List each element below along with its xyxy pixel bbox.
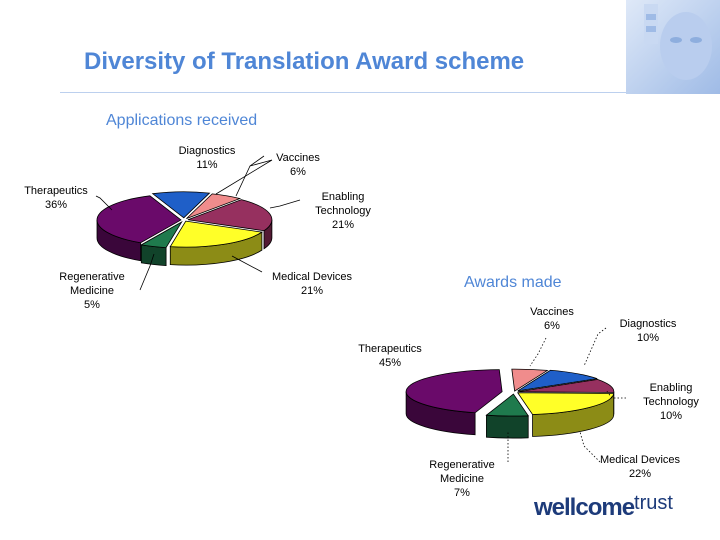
pie-applications xyxy=(96,191,273,267)
slice-side-regenerative-medicine xyxy=(486,414,529,439)
award-label-regenerative-medicine: Regenerative Medicine 7% xyxy=(429,459,495,499)
slice-vaccines xyxy=(186,193,242,220)
leader-line xyxy=(269,199,301,209)
slice-diagnostics xyxy=(517,369,598,392)
slice-regenerative-medicine xyxy=(485,393,529,417)
pie-awards xyxy=(405,368,615,439)
leader-line xyxy=(583,327,607,367)
chart-title-applications: Applications received xyxy=(106,112,258,129)
slice-label-vaccines: Vaccines 6% xyxy=(276,152,320,178)
leader-line xyxy=(529,337,547,367)
slice-therapeutics xyxy=(405,369,503,414)
slice-label-therapeutics: Therapeutics 36% xyxy=(24,185,88,211)
leader-line xyxy=(579,431,601,463)
award-label-medical-devices: Medical Devices 22% xyxy=(599,454,681,480)
leader-line xyxy=(139,253,155,291)
title-divider xyxy=(60,92,628,93)
header-photo-image xyxy=(626,0,720,94)
leader-lines xyxy=(95,155,626,463)
slice-therapeutics xyxy=(96,195,182,244)
slice-label-diagnostics: Diagnostics 11% xyxy=(178,145,236,171)
award-label-vaccines: Vaccines 6% xyxy=(530,306,574,332)
slice-label-medical-devices: Medical Devices 21% xyxy=(271,271,353,297)
slice-medical-devices xyxy=(169,220,264,248)
award-label-enabling-technology: Enabling Technology 10% xyxy=(643,382,699,422)
slice-vaccines xyxy=(511,368,549,392)
slice-label-enabling-technology: Enabling Technology 21% xyxy=(315,191,371,231)
leader-line xyxy=(605,389,626,399)
chart-title-awards: Awards made xyxy=(464,274,562,291)
slice-diagnostics xyxy=(151,191,211,219)
slice-regenerative-medicine xyxy=(140,220,183,249)
slice-enabling-technology xyxy=(187,199,273,232)
wellcome-trust-logo: wellcometrust xyxy=(534,492,673,521)
leader-line xyxy=(95,195,113,211)
slice-enabling-technology xyxy=(517,379,615,393)
slice-medical-devices xyxy=(516,392,615,415)
award-label-therapeutics: Therapeutics 45% xyxy=(358,343,422,369)
leader-line xyxy=(215,159,273,195)
page-title: Diversity of Translation Award scheme xyxy=(84,48,525,75)
award-label-diagnostics: Diagnostics 10% xyxy=(619,318,677,344)
slice-label-regenerative-medicine: Regenerative Medicine 5% xyxy=(59,271,125,311)
leader-line xyxy=(231,255,263,273)
leader-line xyxy=(235,155,265,197)
